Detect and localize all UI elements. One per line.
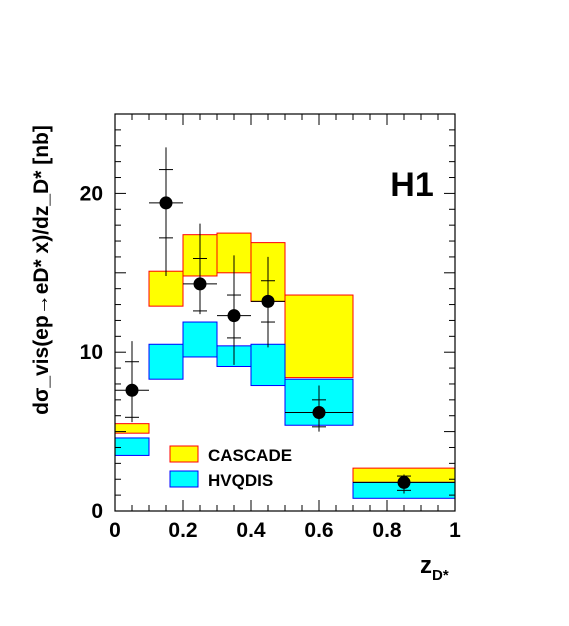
- legend-swatch: [169, 445, 199, 463]
- data-marker: [193, 277, 207, 291]
- legend-entry-cascade: CASCADE: [169, 445, 292, 465]
- x-tick-label: 0.6: [304, 519, 333, 542]
- data-marker: [312, 406, 326, 420]
- legend-label: CASCADE: [208, 446, 292, 465]
- x-tick-label: 0: [109, 519, 121, 542]
- cascade-band-5: [284, 294, 354, 379]
- data-point-3: [217, 255, 251, 365]
- legend: CASCADE HVQDIS: [169, 445, 292, 490]
- y-tick-label: 10: [80, 341, 103, 364]
- x-tick-label: 1: [449, 519, 461, 542]
- x-tick-label: 0.4: [236, 519, 266, 542]
- data-point-2: [183, 223, 217, 315]
- x-axis-title-sub: D*: [432, 567, 449, 584]
- y-tick-label: 0: [91, 500, 103, 523]
- data-marker: [397, 475, 411, 489]
- hvqdis-band-1: [148, 343, 184, 380]
- x-axis-title: zD*: [420, 552, 449, 584]
- legend-swatch: [169, 470, 199, 488]
- legend-label: HVQDIS: [208, 471, 273, 490]
- data-points: [115, 147, 455, 494]
- y-tick-label: 20: [80, 182, 103, 205]
- data-point-5: [285, 385, 353, 432]
- hvqdis-band-2: [182, 321, 218, 358]
- experiment-label: H1: [390, 166, 433, 204]
- data-marker: [125, 383, 139, 397]
- data-marker: [159, 196, 173, 210]
- x-axis-title-main: z: [420, 552, 432, 579]
- data-marker: [261, 294, 275, 308]
- x-tick-label: 0.8: [372, 519, 402, 542]
- legend-entry-hvqdis: HVQDIS: [169, 470, 273, 490]
- x-tick-label: 0.2: [168, 519, 197, 542]
- data-point-6: [353, 474, 455, 494]
- data-point-1: [149, 147, 183, 276]
- y-axis-title: dσ_vis(ep→eD* x)/dz_D* [nb]: [30, 125, 53, 415]
- data-point-0: [115, 341, 149, 423]
- data-marker: [227, 309, 241, 323]
- hvqdis-band-4: [250, 343, 286, 387]
- cascade-band-1: [148, 270, 184, 307]
- hvqdis-band-0: [114, 437, 150, 456]
- data-point-4: [251, 256, 285, 348]
